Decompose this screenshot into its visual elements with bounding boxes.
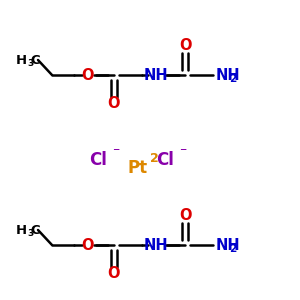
Text: 2: 2 [150, 152, 158, 164]
Text: 2: 2 [230, 244, 237, 254]
Text: H: H [16, 53, 27, 67]
Text: NH: NH [216, 238, 241, 253]
Text: 3: 3 [27, 58, 33, 68]
Text: 2: 2 [230, 74, 237, 84]
Text: O: O [82, 68, 94, 82]
Text: Pt: Pt [128, 159, 148, 177]
Text: Cl: Cl [156, 151, 174, 169]
Text: 3: 3 [27, 229, 33, 238]
Text: C: C [30, 224, 40, 236]
Text: C: C [30, 53, 40, 67]
Text: NH: NH [144, 238, 168, 253]
Text: ⁻: ⁻ [112, 145, 120, 159]
Text: ⁻: ⁻ [179, 145, 187, 159]
Text: H: H [16, 224, 27, 236]
Text: O: O [108, 97, 120, 112]
Text: O: O [82, 238, 94, 253]
Text: O: O [179, 208, 191, 224]
Text: O: O [108, 266, 120, 281]
Text: NH: NH [144, 68, 168, 82]
Text: NH: NH [216, 68, 241, 82]
Text: O: O [179, 38, 191, 53]
Text: Cl: Cl [89, 151, 107, 169]
